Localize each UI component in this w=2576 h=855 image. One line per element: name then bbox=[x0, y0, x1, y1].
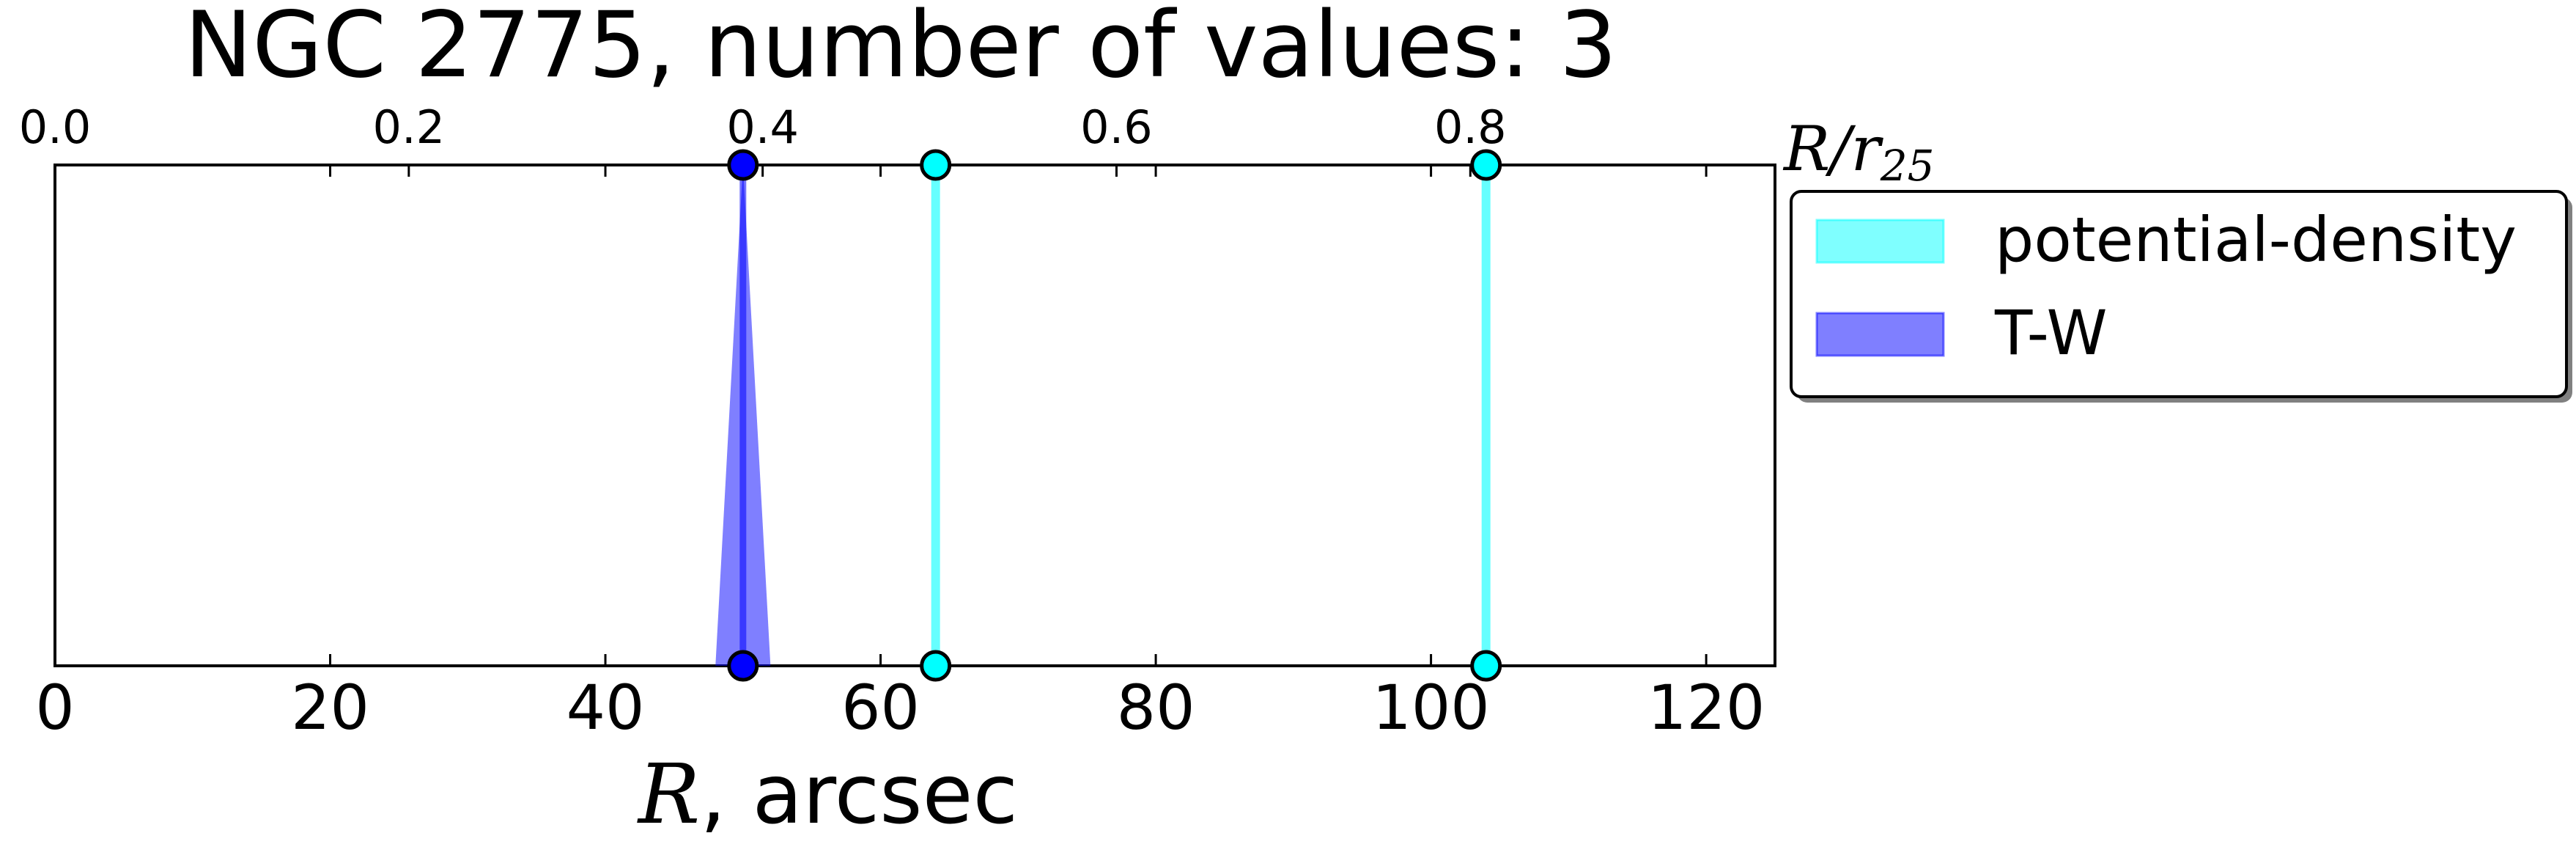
plot-area bbox=[53, 164, 1776, 667]
x-tick-label: 60 bbox=[841, 672, 920, 744]
x-tick-label: 0 bbox=[35, 672, 74, 744]
x-tick-label: 20 bbox=[291, 672, 369, 744]
x-axis-label-symbol: R bbox=[637, 747, 700, 843]
x-tick-label: 40 bbox=[567, 672, 645, 744]
legend-swatch-potential-density bbox=[1815, 219, 1945, 264]
top-tick-label: 0.6 bbox=[1080, 100, 1153, 154]
marker-bottom-t-w bbox=[727, 650, 759, 682]
marker-top-t-w bbox=[727, 149, 759, 181]
legend-label-potential-density: potential-density bbox=[1995, 204, 2517, 276]
x-axis-label: R, arcsec bbox=[637, 747, 1018, 843]
legend-box bbox=[1790, 190, 2568, 398]
legend: potential-density T-W bbox=[1790, 190, 2568, 398]
top-axis-label: R/r25 bbox=[1782, 113, 1935, 191]
legend-label-t-w: T-W bbox=[1994, 297, 2108, 369]
top-tick-label: 0.4 bbox=[726, 100, 799, 154]
marker-bottom-potential-density bbox=[920, 650, 952, 682]
x-tick-label: 80 bbox=[1117, 672, 1195, 744]
chart-title: NGC 2775, number of values: 3 bbox=[185, 0, 1617, 98]
legend-swatch-t-w bbox=[1815, 312, 1945, 357]
x-tick-label: 100 bbox=[1372, 672, 1489, 744]
top-tick-label: 0.2 bbox=[373, 100, 446, 154]
top-axis-label-R: R bbox=[1782, 113, 1830, 185]
x-tick-label: 120 bbox=[1647, 672, 1765, 744]
top-axis-label-r: r bbox=[1851, 113, 1884, 185]
top-tick-label: 0.0 bbox=[19, 100, 92, 154]
top-axis-label-sub: 25 bbox=[1880, 141, 1935, 191]
marker-bottom-potential-density bbox=[1470, 650, 1502, 682]
top-axis: 0.0 0.2 0.4 0.6 0.8 bbox=[19, 100, 1507, 177]
data-marks bbox=[715, 149, 1502, 682]
top-tick-label: 0.8 bbox=[1434, 100, 1507, 154]
bottom-axis: 0 20 40 60 80 100 120 bbox=[35, 165, 1765, 744]
x-axis-label-unit: , arcsec bbox=[700, 747, 1018, 843]
marker-top-potential-density bbox=[1470, 149, 1502, 181]
marker-top-potential-density bbox=[920, 149, 952, 181]
